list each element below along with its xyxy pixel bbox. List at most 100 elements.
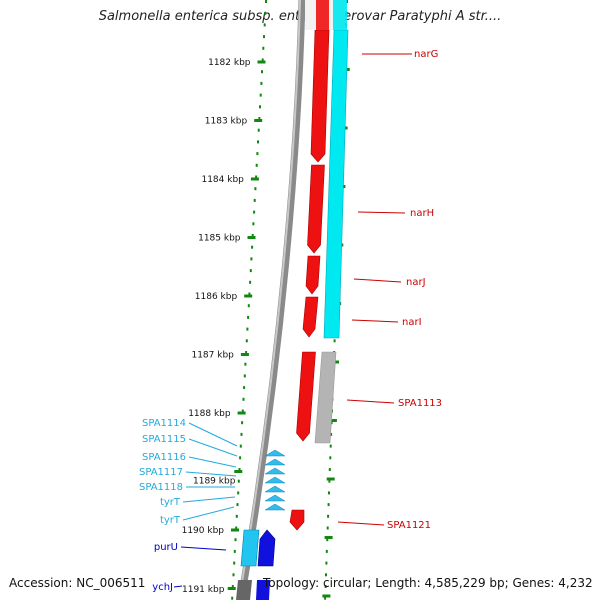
- scale-label: 1191 kbp: [182, 585, 225, 595]
- forward-gene-arrow: [316, 0, 329, 30]
- tick-dot: [258, 117, 261, 120]
- tick-dot: [232, 573, 235, 577]
- forward-gene-label: narG: [414, 49, 438, 60]
- tick-dot: [324, 585, 327, 588]
- trna-chevron: [264, 458, 286, 466]
- forward-gene-arrow: [305, 255, 321, 295]
- scale-label: 1189 kbp: [193, 477, 236, 487]
- tick-dot: [242, 397, 245, 401]
- label-leader: [182, 496, 236, 503]
- backbone-segment: [236, 580, 252, 600]
- tick-dot: [241, 409, 244, 413]
- forward-gene-label: SPA1121: [387, 520, 431, 531]
- trna-chevron: [264, 476, 286, 484]
- trna-gene-label: SPA1117: [139, 467, 183, 478]
- gene-features: [236, 0, 349, 600]
- reverse-gene-arrow: [257, 529, 276, 567]
- forward-gene-arrow: [310, 29, 330, 163]
- tick-dot: [248, 292, 251, 296]
- accession-text: Accession: NC_006511: [9, 576, 146, 590]
- scale-label: 1183 kbp: [205, 117, 248, 127]
- forward-gene-arrow: [296, 351, 316, 442]
- tick-dot: [252, 222, 255, 226]
- major-tick: [254, 119, 263, 122]
- tick-dot: [247, 315, 250, 319]
- label-leader: [173, 585, 183, 588]
- tick-dot: [253, 198, 256, 202]
- tick-dot: [235, 526, 238, 530]
- tick-dot: [239, 456, 242, 460]
- label-leader: [188, 438, 238, 457]
- label-leader: [188, 422, 238, 447]
- major-tick: [231, 528, 239, 532]
- tick-dot: [256, 152, 259, 156]
- trna-gene-label: SPA1114: [142, 418, 186, 429]
- tick-dot: [328, 491, 330, 495]
- label-leader: [337, 521, 385, 526]
- tick-dot: [231, 585, 234, 588]
- scale-label: 1184 kbp: [201, 175, 244, 185]
- tick-dot: [263, 35, 265, 39]
- tick-dot: [255, 163, 258, 167]
- tick-dot: [259, 93, 262, 97]
- label-leader: [351, 319, 399, 323]
- tick-dot: [245, 351, 248, 354]
- forward-gene-arrow: [302, 296, 319, 338]
- tick-dot: [262, 46, 265, 50]
- major-tick: [227, 587, 236, 590]
- forward-gene-arrow: [307, 164, 325, 254]
- tick-dot: [244, 362, 247, 366]
- tick-dot: [238, 468, 241, 471]
- label-leader: [182, 506, 235, 521]
- label-leader: [188, 456, 237, 468]
- forward-cds-band: [333, 0, 347, 30]
- tick-dot: [233, 561, 236, 565]
- major-tick: [247, 236, 256, 239]
- reverse-gene-label: ychJ: [152, 582, 173, 593]
- major-tick: [257, 60, 266, 64]
- tick-dot: [333, 339, 336, 343]
- label-leader: [346, 399, 395, 404]
- tick-dot: [234, 538, 237, 542]
- tick-dot: [251, 245, 254, 249]
- tick-dot: [324, 596, 327, 600]
- forward-gene-label: narI: [402, 317, 422, 328]
- trna-chevron: [264, 494, 286, 502]
- major-tick: [328, 419, 337, 422]
- scale-label: 1187 kbp: [191, 351, 234, 361]
- forward-gene-label: narH: [410, 208, 434, 219]
- trna-gene-label: SPA1116: [142, 452, 186, 463]
- label-leader: [357, 211, 406, 214]
- label-leader: [180, 546, 227, 551]
- tick-dot: [237, 491, 240, 495]
- label-leader: [185, 471, 237, 477]
- tick-dot: [255, 175, 258, 179]
- backbone-highlight: [238, 0, 301, 600]
- tick-dot: [245, 339, 248, 343]
- tick-dot: [325, 561, 328, 565]
- scale-label: 1182 kbp: [208, 58, 251, 68]
- tick-dot: [259, 105, 261, 109]
- major-tick: [240, 353, 249, 356]
- trna-gene-label: tyrT: [160, 515, 181, 526]
- tick-dot: [235, 514, 238, 518]
- trna-chevron: [264, 485, 286, 493]
- tick-dot: [326, 526, 329, 530]
- tick-dot: [261, 70, 263, 74]
- major-tick: [326, 477, 335, 481]
- tick-dot: [326, 538, 329, 542]
- trna-gene-label: SPA1118: [139, 482, 183, 493]
- backbone-line: [237, 0, 306, 600]
- reverse-gene-label: purU: [154, 542, 178, 553]
- major-tick: [244, 294, 253, 298]
- major-tick: [324, 536, 333, 539]
- tick-dot: [330, 432, 333, 436]
- tick-dot: [263, 23, 266, 27]
- tick-dot: [250, 257, 253, 261]
- tick-dot: [239, 444, 242, 448]
- tick-dot: [328, 479, 331, 483]
- major-tick: [237, 411, 246, 415]
- forward-gene-label: SPA1113: [398, 398, 442, 409]
